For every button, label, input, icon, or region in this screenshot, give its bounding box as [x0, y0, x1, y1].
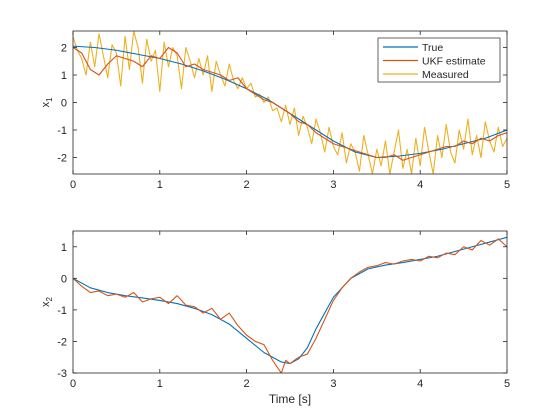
x-tick-label: 5 [504, 179, 510, 191]
y-axis-label: x2 [40, 296, 54, 307]
y-tick-label: -2 [57, 336, 67, 348]
x-tick-label: 0 [70, 179, 76, 191]
x-axis-label: Time [s] [269, 392, 311, 406]
ukf-estimate-line [73, 46, 507, 161]
x-tick-label: 2 [244, 179, 250, 191]
y-axis-label-subscript: 2 [45, 296, 54, 301]
legend-label-measured: Measured [422, 69, 469, 81]
axes-box [72, 230, 508, 374]
legend-label-true: True [422, 42, 443, 54]
y-tick-label: 2 [61, 43, 67, 55]
y-tick-label: -2 [57, 153, 67, 165]
measured-line [73, 31, 507, 174]
y-axis-label-subscript: 1 [45, 97, 54, 102]
y-tick-label: -1 [57, 305, 67, 317]
legend-label-ukf-estimate: UKF estimate [422, 56, 486, 68]
x-tick-label: 2 [244, 378, 250, 390]
y-tick-label: -1 [57, 125, 67, 137]
y-tick-label: 0 [61, 273, 67, 285]
series-1-line [73, 238, 507, 373]
y-tick-label: 1 [61, 242, 67, 254]
y-axis-label-main: x [40, 101, 52, 107]
y-tick-label: -3 [57, 368, 67, 380]
plot-area [73, 231, 507, 373]
y-tick-label: 0 [61, 98, 67, 110]
x-tick-label: 3 [330, 179, 336, 191]
series-group [73, 31, 507, 174]
x-tick-label: 5 [504, 378, 510, 390]
x-tick-label: 3 [330, 378, 336, 390]
x-tick-label: 1 [157, 179, 163, 191]
y-axis-label: x1 [40, 97, 54, 108]
x-tick-label: 4 [417, 179, 423, 191]
y-axis-label-main: x [40, 301, 52, 307]
series-group [73, 236, 507, 373]
x-tick-label: 0 [70, 378, 76, 390]
x-tick-label: 4 [417, 378, 423, 390]
y-tick-label: 1 [61, 70, 67, 82]
x-tick-label: 1 [157, 378, 163, 390]
